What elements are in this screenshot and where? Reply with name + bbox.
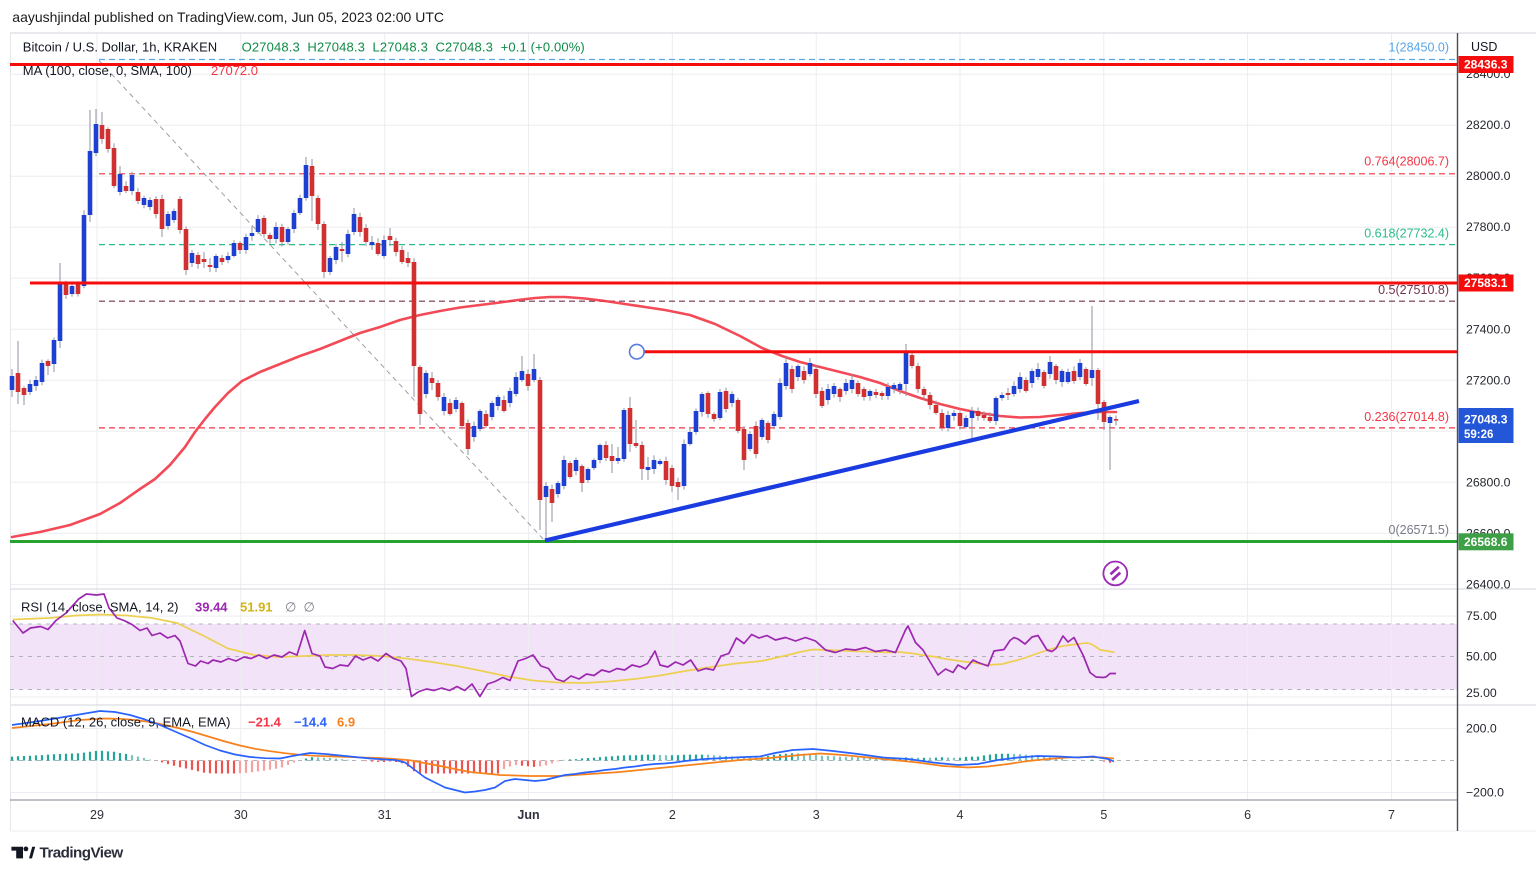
svg-text:27072.0: 27072.0 (211, 63, 258, 78)
svg-text:USD: USD (1471, 40, 1497, 54)
svg-text:TradingView: TradingView (40, 845, 124, 862)
svg-text:27583.1: 27583.1 (1464, 276, 1508, 290)
svg-text:3: 3 (813, 808, 820, 822)
svg-text:MA (100, close, 0, SMA, 100): MA (100, close, 0, SMA, 100) (23, 63, 192, 78)
svg-text:O27048.3 H27048.3 L27048.3: O27048.3 H27048.3 L27048.3 C27048.3 +0.1… (242, 40, 585, 55)
svg-text:26800.0: 26800.0 (1466, 475, 1511, 489)
svg-text:39.44: 39.44 (195, 600, 228, 615)
svg-text:4: 4 (957, 808, 964, 822)
svg-text:28000.0: 28000.0 (1466, 169, 1511, 183)
svg-text:5: 5 (1100, 808, 1107, 822)
svg-text:0.236(27014.8): 0.236(27014.8) (1364, 410, 1449, 424)
svg-text:aayushjindal published on Trad: aayushjindal published on TradingView.co… (12, 9, 444, 25)
svg-text:59:26: 59:26 (1464, 429, 1493, 441)
svg-text:26400.0: 26400.0 (1466, 577, 1511, 591)
svg-text:6: 6 (1244, 808, 1251, 822)
svg-text:27400.0: 27400.0 (1466, 322, 1511, 336)
svg-text:1(28450.0): 1(28450.0) (1389, 41, 1449, 55)
svg-text:MACD (12, 26, close, 9, EMA, E: MACD (12, 26, close, 9, EMA, EMA) (21, 715, 231, 730)
svg-text:0.764(28006.7): 0.764(28006.7) (1364, 155, 1449, 169)
svg-text:0(26571.5): 0(26571.5) (1389, 523, 1449, 537)
svg-text:27048.3: 27048.3 (1464, 413, 1508, 427)
svg-text:2: 2 (669, 808, 676, 822)
svg-text:RSI (14, close, SMA, 14, 2): RSI (14, close, SMA, 14, 2) (21, 600, 179, 615)
svg-text:51.91: 51.91 (240, 600, 273, 615)
svg-text:31: 31 (378, 808, 392, 822)
svg-text:∅ ∅: ∅ ∅ (285, 600, 315, 615)
svg-text:Bitcoin / U.S. Dollar, 1h, KRA: Bitcoin / U.S. Dollar, 1h, KRAKEN (23, 40, 217, 55)
svg-text:29: 29 (90, 808, 104, 822)
svg-text:6.9: 6.9 (337, 715, 355, 730)
svg-text:200.0: 200.0 (1466, 722, 1497, 736)
svg-text:50.00: 50.00 (1466, 650, 1497, 664)
svg-text:0.5(27510.8): 0.5(27510.8) (1378, 283, 1449, 297)
svg-text:75.00: 75.00 (1466, 609, 1497, 623)
svg-text:−200.0: −200.0 (1466, 786, 1504, 800)
svg-text:27200.0: 27200.0 (1466, 373, 1511, 387)
svg-text:25.00: 25.00 (1466, 686, 1497, 700)
svg-text:28436.3: 28436.3 (1464, 58, 1508, 72)
svg-text:27800.0: 27800.0 (1466, 220, 1511, 234)
svg-text:Jun: Jun (517, 808, 539, 822)
svg-text:28200.0: 28200.0 (1466, 118, 1511, 132)
svg-text:−21.4: −21.4 (248, 715, 282, 730)
svg-text:0.618(27732.4): 0.618(27732.4) (1364, 227, 1449, 241)
svg-text:26568.6: 26568.6 (1464, 535, 1508, 549)
svg-text:7: 7 (1388, 808, 1395, 822)
svg-text:−14.4: −14.4 (294, 715, 328, 730)
svg-text:30: 30 (234, 808, 248, 822)
